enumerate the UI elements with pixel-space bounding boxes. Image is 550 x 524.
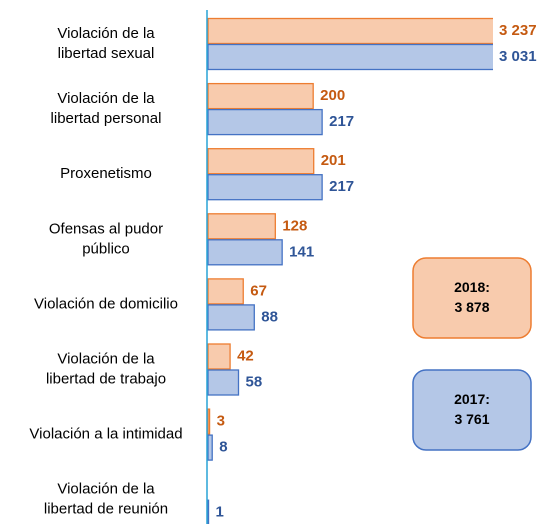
- value-label: 217: [329, 178, 354, 195]
- plot-area: [207, 17, 493, 524]
- bar: [207, 174, 323, 201]
- value-label: 3 237: [499, 22, 537, 39]
- category-label: Violación de la libertad de trabajo: [46, 350, 166, 387]
- category-label: Ofensas al pudor público: [49, 220, 163, 257]
- category-label: Proxenetismo: [60, 165, 152, 182]
- annotation-box: [412, 369, 532, 451]
- value-label: 128: [282, 217, 307, 234]
- bar: [207, 82, 314, 110]
- bar: [207, 43, 493, 71]
- value-label: 8: [219, 439, 227, 456]
- value-label: 201: [321, 152, 346, 169]
- value-label: 1: [216, 504, 224, 521]
- category-label: Violación a la intimidad: [29, 426, 182, 443]
- bar: [207, 369, 240, 396]
- value-label: 58: [246, 373, 263, 390]
- bar: [207, 108, 323, 136]
- value-label: 3: [217, 413, 225, 430]
- bar: [207, 213, 276, 240]
- value-label: 42: [237, 347, 254, 364]
- value-label: 88: [261, 308, 278, 325]
- category-label: Violación de la libertad de reunión: [44, 481, 168, 518]
- value-label: 141: [289, 243, 314, 260]
- bar: [207, 343, 231, 370]
- bar: [207, 408, 211, 435]
- annotation: 2018: 3 878: [454, 279, 490, 315]
- bar: [207, 239, 283, 266]
- bar: [207, 148, 315, 175]
- value-label: 217: [329, 113, 354, 130]
- bar: [207, 304, 255, 331]
- bar: [207, 278, 244, 305]
- category-label: Violación de la libertad personal: [51, 90, 162, 127]
- bar: [207, 17, 493, 45]
- category-label: Violación de la libertad sexual: [57, 25, 155, 62]
- value-label: 3 031: [499, 48, 537, 65]
- value-label: 200: [320, 87, 345, 104]
- annotation-box: [412, 257, 532, 339]
- category-label: Violación de domicilio: [34, 295, 178, 312]
- value-label: 67: [250, 282, 267, 299]
- bar: [207, 434, 213, 461]
- bar: [207, 499, 210, 524]
- annotation: 2017: 3 761: [454, 391, 490, 427]
